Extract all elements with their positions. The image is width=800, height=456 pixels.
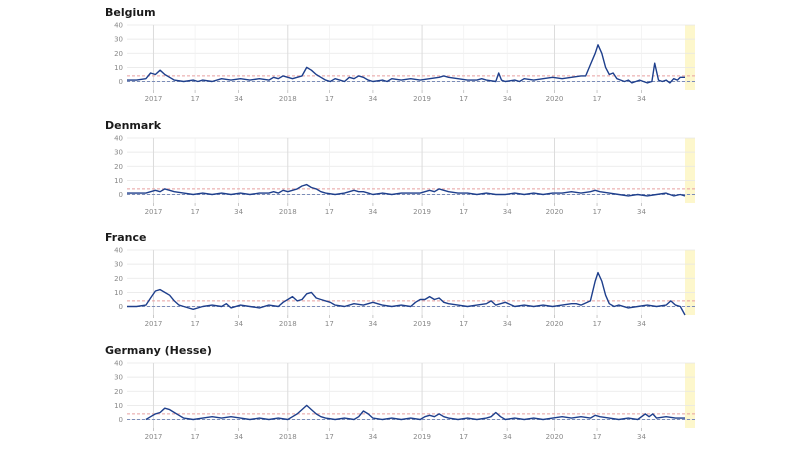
x-tick-label: 2017 [145, 208, 163, 216]
series-line [127, 271, 686, 316]
x-tick-label: 17 [593, 208, 602, 216]
x-tick-label: 34 [368, 433, 377, 441]
x-tick-label: 2019 [413, 320, 431, 328]
x-tick-label: 2017 [145, 433, 163, 441]
highlight-band [685, 25, 695, 90]
y-tick-label: 20 [114, 275, 123, 283]
x-tick-label: 17 [593, 433, 602, 441]
x-tick-label: 34 [637, 95, 646, 103]
x-tick-label: 34 [234, 95, 243, 103]
y-tick-label: 10 [114, 64, 123, 72]
y-tick-label: 10 [114, 177, 123, 185]
x-tick-label: 34 [503, 95, 512, 103]
x-tick-label: 2020 [546, 433, 564, 441]
y-tick-label: 30 [114, 149, 123, 157]
x-tick-label: 34 [503, 433, 512, 441]
x-tick-label: 2018 [279, 320, 297, 328]
y-tick-label: 20 [114, 50, 123, 58]
chart-panel-belgium: 0 10 20 30 40 2017 17 34 2018 17 34 2019 17 34 2020 17 3… [0, 6, 800, 118]
chart-denmark: 0 10 20 30 40 2017 17 34 2018 17 34 2019 17 34 2020 17 3… [114, 135, 695, 216]
highlight-band [685, 138, 695, 203]
x-tick-label: 17 [325, 433, 334, 441]
x-tick-label: 34 [234, 208, 243, 216]
x-tick-label: 17 [325, 208, 334, 216]
x-tick-label: 17 [191, 433, 200, 441]
y-tick-label: 20 [114, 163, 123, 171]
y-tick-label: 0 [119, 303, 123, 311]
x-tick-label: 34 [503, 208, 512, 216]
x-tick-label: 34 [368, 320, 377, 328]
y-tick-label: 0 [119, 416, 123, 424]
x-tick-label: 34 [234, 320, 243, 328]
x-tick-label: 34 [368, 208, 377, 216]
chart-panel-denmark: 0 10 20 30 40 2017 17 34 2018 17 34 2019 17 34 2020 17 3… [0, 119, 800, 231]
chart-title: Belgium [105, 6, 156, 19]
x-tick-label: 2017 [145, 320, 163, 328]
x-tick-label: 17 [459, 320, 468, 328]
x-tick-label: 2020 [546, 95, 564, 103]
y-tick-label: 20 [114, 388, 123, 396]
x-tick-label: 2020 [546, 208, 564, 216]
x-tick-label: 34 [637, 433, 646, 441]
x-tick-label: 34 [637, 208, 646, 216]
x-tick-label: 17 [459, 208, 468, 216]
y-tick-label: 30 [114, 36, 123, 44]
x-tick-label: 34 [368, 95, 377, 103]
chart-france: 0 10 20 30 40 2017 17 34 2018 17 34 2019 17 34 2020 17 3… [114, 247, 695, 328]
y-tick-label: 40 [114, 22, 123, 30]
chart-title: France [105, 231, 147, 244]
chart-title: Germany (Hesse) [105, 344, 212, 357]
chart-panel-germany-hesse: 0 10 20 30 40 2017 17 34 2018 17 34 2019 17 34 2020 17 3… [0, 344, 800, 456]
x-tick-label: 2018 [279, 208, 297, 216]
x-tick-label: 17 [459, 433, 468, 441]
x-tick-label: 17 [191, 95, 200, 103]
y-tick-label: 30 [114, 374, 123, 382]
series-line [127, 44, 685, 84]
x-tick-label: 2018 [279, 433, 297, 441]
y-tick-label: 0 [119, 191, 123, 199]
x-tick-label: 17 [593, 95, 602, 103]
x-tick-label: 34 [234, 433, 243, 441]
x-tick-label: 17 [191, 208, 200, 216]
x-tick-label: 2019 [413, 208, 431, 216]
chart-title: Denmark [105, 119, 162, 132]
y-tick-label: 10 [114, 289, 123, 297]
x-tick-label: 34 [503, 320, 512, 328]
series-line [145, 404, 685, 421]
x-tick-label: 17 [325, 95, 334, 103]
x-tick-label: 2019 [413, 433, 431, 441]
series-line [127, 183, 686, 197]
x-tick-label: 2019 [413, 95, 431, 103]
chart-germany-hesse: 0 10 20 30 40 2017 17 34 2018 17 34 2019 17 34 2020 17 3… [114, 360, 695, 441]
y-tick-label: 40 [114, 247, 123, 255]
y-tick-label: 0 [119, 78, 123, 86]
x-tick-label: 17 [191, 320, 200, 328]
chart-panel-france: 0 10 20 30 40 2017 17 34 2018 17 34 2019 17 34 2020 17 3… [0, 231, 800, 343]
x-tick-label: 2018 [279, 95, 297, 103]
x-tick-label: 34 [637, 320, 646, 328]
x-tick-label: 17 [325, 320, 334, 328]
x-tick-label: 2020 [546, 320, 564, 328]
y-tick-label: 10 [114, 402, 123, 410]
y-tick-label: 40 [114, 135, 123, 143]
highlight-band [685, 363, 695, 428]
chart-belgium: 0 10 20 30 40 2017 17 34 2018 17 34 2019 17 34 2020 17 3… [114, 22, 695, 103]
y-tick-label: 30 [114, 261, 123, 269]
highlight-band [685, 250, 695, 315]
x-tick-label: 17 [593, 320, 602, 328]
x-tick-label: 17 [459, 95, 468, 103]
x-tick-label: 2017 [145, 95, 163, 103]
y-tick-label: 40 [114, 360, 123, 368]
